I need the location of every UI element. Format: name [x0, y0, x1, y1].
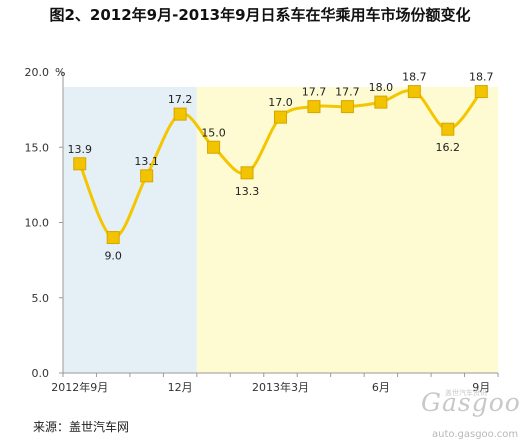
gasgoo-watermark: Gasgoo 盖世汽车资讯 auto.gasgoo.com: [405, 388, 520, 444]
data-point: [474, 85, 488, 99]
data-point: [274, 110, 287, 124]
data-point: [441, 122, 455, 136]
chart-title: 图2、2012年9月-2013年9月日系车在华乘用车市场份额变化: [49, 6, 471, 24]
shaded-region: [63, 87, 197, 373]
x-tick-label: 2012年9月: [51, 380, 108, 394]
x-tick-label: 6月: [372, 381, 390, 394]
data-point: [173, 107, 187, 121]
data-point: [307, 100, 321, 114]
data-label: 13.3: [235, 185, 260, 198]
data-label: 17.7: [302, 86, 327, 99]
watermark-url: auto.gasgoo.com: [432, 429, 519, 440]
data-label: 9.0: [104, 250, 122, 263]
data-label: 15.0: [201, 126, 226, 139]
y-tick-label: 5.0: [32, 292, 50, 305]
data-label: 13.1: [134, 155, 159, 168]
data-label: 17.7: [335, 86, 360, 99]
data-point: [106, 231, 120, 245]
data-label: 18.7: [402, 71, 427, 84]
data-point: [73, 157, 87, 171]
data-point: [340, 100, 354, 114]
data-label: 18.7: [469, 71, 494, 84]
data-point: [207, 140, 221, 154]
watermark-brand: Gasgoo: [421, 388, 520, 417]
data-point: [374, 95, 388, 109]
data-label: 18.0: [369, 81, 394, 94]
y-unit-label: %: [55, 66, 65, 79]
y-tick-label: 0.0: [32, 367, 50, 380]
source-note: 来源：盖世汽车网: [33, 420, 130, 434]
data-point: [407, 85, 421, 99]
x-tick-label: 12月: [168, 381, 193, 394]
data-label: 17.0: [268, 96, 293, 109]
x-tick-label: 9月: [472, 381, 490, 394]
x-tick-label: 2013年3月: [252, 380, 309, 394]
y-tick-label: 10.0: [25, 217, 50, 230]
data-label: 17.2: [168, 93, 193, 106]
data-label: 13.9: [67, 143, 92, 156]
y-tick-label: 20.0: [25, 66, 50, 79]
y-tick-label: 15.0: [25, 141, 50, 154]
watermark-tagline: 盖世汽车资讯: [445, 389, 487, 397]
data-point: [240, 166, 254, 180]
data-label: 16.2: [436, 141, 461, 154]
data-point: [140, 169, 154, 183]
